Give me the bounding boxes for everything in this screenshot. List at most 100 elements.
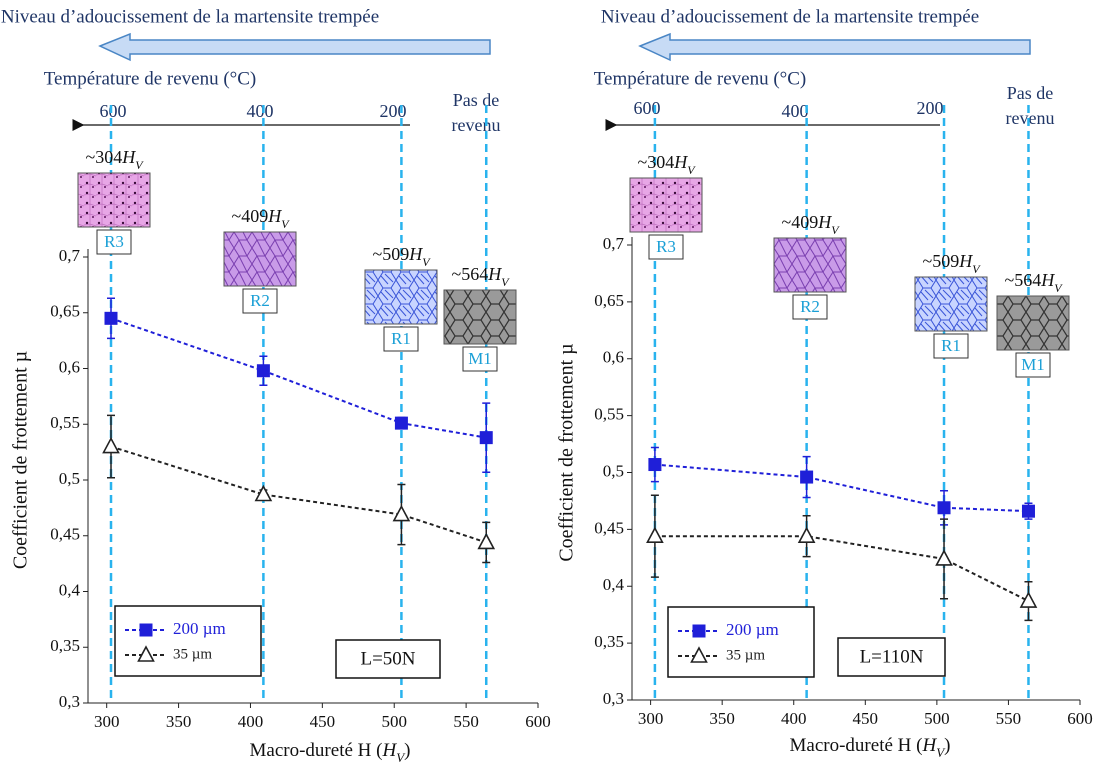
data-point bbox=[797, 526, 816, 543]
legend-box bbox=[667, 606, 815, 678]
hardness-sub: V bbox=[135, 158, 144, 172]
x-tick-label: 450 bbox=[310, 712, 336, 731]
x-label-symbol: H bbox=[921, 735, 937, 756]
data-point bbox=[479, 431, 493, 445]
microstructure-box bbox=[462, 346, 498, 372]
y-tick-label: 0,55 bbox=[594, 405, 624, 424]
legend-marker bbox=[692, 624, 706, 638]
hardness-symbol: H bbox=[487, 264, 502, 284]
hardness-value: ~509 bbox=[372, 244, 409, 264]
data-point bbox=[935, 549, 953, 566]
x-tick-label: 450 bbox=[853, 709, 879, 728]
microstructure-image bbox=[223, 231, 297, 287]
y-tick-label: 0,65 bbox=[594, 291, 624, 310]
x-label-text: Macro-dureté H ( bbox=[250, 740, 383, 761]
y-tick-label: 0,4 bbox=[603, 575, 625, 594]
legend-box bbox=[114, 605, 262, 677]
load-box bbox=[335, 639, 441, 679]
hardness-value: ~304 bbox=[85, 147, 122, 167]
hardness-symbol: H bbox=[1040, 270, 1055, 290]
data-point bbox=[256, 364, 270, 378]
temperature-label: 600 bbox=[100, 101, 127, 121]
y-tick-label: 0,6 bbox=[603, 348, 624, 367]
series-line bbox=[110, 445, 487, 544]
hardness-value: ~509 bbox=[922, 251, 959, 271]
temperature-title: Température de revenu (°C) bbox=[594, 68, 807, 89]
x-tick-label: 350 bbox=[709, 709, 735, 728]
microstructure-label: M1 bbox=[468, 349, 492, 368]
y-tick-label: 0,45 bbox=[50, 525, 80, 544]
microstructure-image bbox=[77, 172, 151, 228]
hardness-value: ~304 bbox=[637, 152, 674, 172]
x-label-text: Macro-dureté H ( bbox=[790, 735, 923, 756]
y-tick-label: 0,5 bbox=[59, 469, 80, 488]
hardness-label: ~564HV bbox=[1004, 270, 1063, 295]
data-point bbox=[1021, 504, 1035, 518]
y-tick-label: 0,6 bbox=[59, 357, 80, 376]
y-tick-label: 0,3 bbox=[603, 689, 624, 708]
y-tick-label: 0,4 bbox=[59, 580, 81, 599]
legend-marker bbox=[139, 623, 153, 637]
legend-label: 200 µm bbox=[173, 619, 226, 638]
hardness-label: ~564HV bbox=[451, 264, 510, 289]
data-point bbox=[104, 311, 118, 325]
temperature-label: 600 bbox=[634, 98, 661, 118]
hardness-label: ~304HV bbox=[85, 147, 144, 172]
x-tick-label: 350 bbox=[166, 712, 192, 731]
microstructure-label: R2 bbox=[800, 297, 820, 316]
legend-marker bbox=[137, 645, 155, 662]
data-point bbox=[937, 501, 951, 515]
no-tempering-label: revenu bbox=[452, 115, 501, 135]
legend-label: 35 µm bbox=[726, 647, 765, 663]
legend-label: 200 µm bbox=[726, 620, 779, 639]
y-tick-label: 0,7 bbox=[59, 246, 81, 265]
series-line bbox=[654, 463, 1029, 513]
microstructure-image bbox=[914, 276, 988, 332]
microstructure-label: R2 bbox=[250, 291, 270, 310]
temperature-label: 200 bbox=[917, 98, 944, 118]
microstructure-label: M1 bbox=[1021, 355, 1045, 374]
y-tick-label: 0,35 bbox=[594, 632, 624, 651]
microstructure-label: R3 bbox=[104, 232, 124, 251]
legend-marker bbox=[690, 646, 708, 663]
hardness-sub: V bbox=[831, 223, 840, 237]
data-point bbox=[392, 504, 411, 522]
hardness-label: ~509HV bbox=[372, 244, 431, 269]
microstructure-image bbox=[443, 289, 517, 345]
hardness-sub: V bbox=[422, 255, 431, 269]
microstructure-image bbox=[773, 237, 847, 293]
no-tempering-label: Pas de bbox=[453, 90, 500, 110]
microstructure-box bbox=[96, 229, 132, 255]
hardness-value: ~564 bbox=[1004, 270, 1041, 290]
y-axis-label: Coefficient de frottement µ bbox=[556, 343, 578, 561]
microstructure-label: R1 bbox=[941, 336, 961, 355]
x-label-close: ) bbox=[404, 740, 410, 761]
microstructure-label: R3 bbox=[656, 237, 676, 256]
no-tempering-label: Pas de bbox=[1007, 83, 1054, 103]
y-tick-label: 0,5 bbox=[603, 461, 624, 480]
microstructure-box bbox=[933, 333, 969, 359]
hardness-value: ~564 bbox=[451, 264, 488, 284]
hardness-value: ~409 bbox=[781, 212, 818, 232]
x-axis-label: Macro-dureté H (HV) bbox=[250, 740, 411, 765]
x-tick-label: 550 bbox=[453, 712, 479, 731]
x-tick-label: 500 bbox=[381, 712, 407, 731]
hardness-symbol: H bbox=[673, 152, 688, 172]
load-label: L=110N bbox=[860, 646, 924, 667]
hardness-label: ~509HV bbox=[922, 251, 981, 276]
hardness-symbol: H bbox=[817, 212, 832, 232]
y-tick-label: 0,65 bbox=[50, 302, 80, 321]
x-label-sub: V bbox=[396, 750, 406, 765]
x-label-sub: V bbox=[936, 745, 946, 760]
data-point bbox=[477, 532, 496, 550]
data-point bbox=[102, 436, 120, 454]
softening-arrow bbox=[98, 32, 491, 62]
microstructure-image bbox=[629, 177, 703, 233]
temperature-label: 200 bbox=[380, 101, 407, 121]
x-axis-label: Macro-dureté H (HV) bbox=[790, 735, 951, 760]
y-axis-label: Coefficient de frottement µ bbox=[10, 351, 32, 569]
hardness-label: ~409HV bbox=[231, 206, 290, 231]
hardness-sub: V bbox=[1054, 281, 1063, 295]
load-box bbox=[837, 637, 946, 677]
